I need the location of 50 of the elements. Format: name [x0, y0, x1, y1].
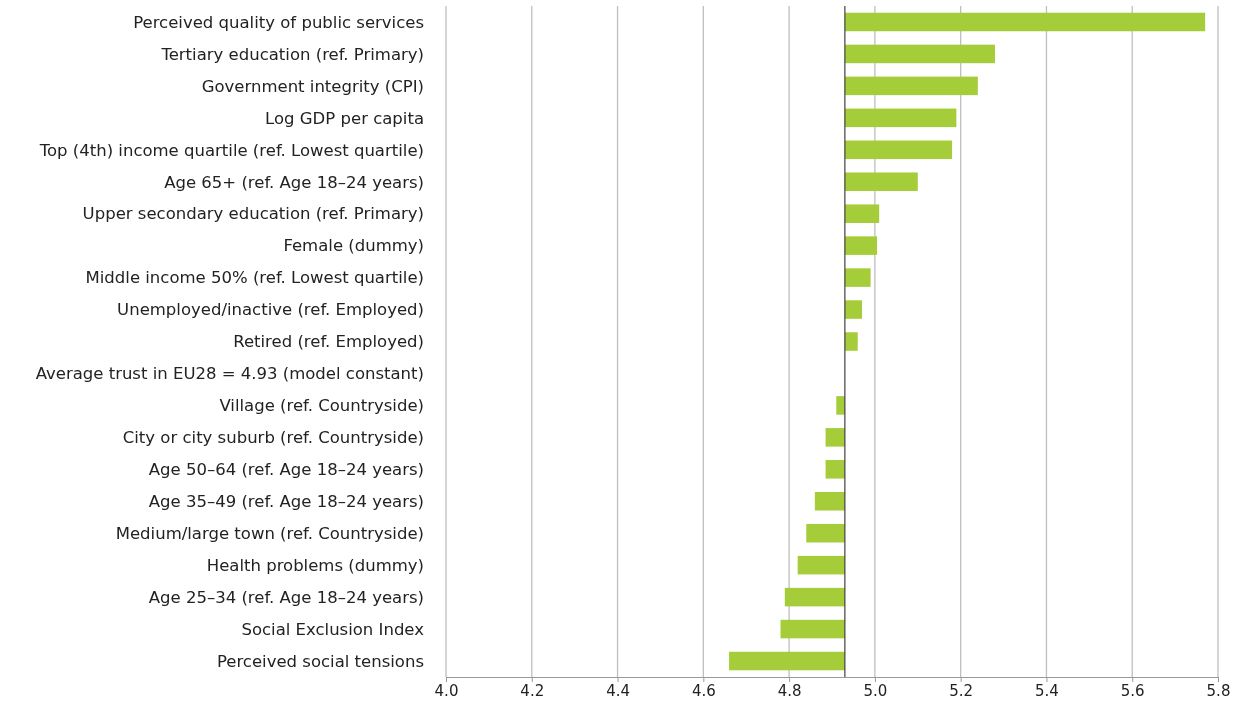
bar [844, 236, 878, 255]
y-tick-label: Age 50–64 (ref. Age 18–24 years) [148, 460, 424, 480]
y-tick-label: Top (4th) income quartile (ref. Lowest quartile) [38, 140, 424, 160]
y-tick-label: Middle income 50% (ref. Lowest quartile) [85, 268, 424, 288]
y-tick-label: Government integrity (CPI) [201, 76, 424, 96]
y-tick-label: Medium/large town (ref. Countryside) [115, 523, 424, 543]
y-tick-label: Health problems (dummy) [206, 555, 424, 575]
bar [844, 172, 918, 191]
bar [844, 300, 863, 319]
bar [844, 268, 871, 287]
y-tick-label: City or city suburb (ref. Countryside) [122, 428, 424, 448]
y-tick-label: Female (dummy) [283, 236, 424, 256]
y-tick-label: Perceived quality of public services [133, 12, 424, 32]
bar [844, 44, 995, 64]
y-tick-label: Village (ref. Countryside) [219, 396, 424, 416]
x-tick-label: 4.8 [777, 681, 802, 700]
x-tick-label: 4.0 [434, 681, 459, 700]
x-tick-label: 4.4 [606, 681, 630, 700]
x-tick-label: 4.6 [691, 681, 716, 700]
y-tick-label: Average trust in EU28 = 4.93 (model constant) [35, 364, 424, 384]
bar [844, 204, 880, 223]
y-tick-label: Log GDP per capita [265, 108, 424, 128]
y-tick-label: Tertiary education (ref. Primary) [160, 44, 424, 64]
y-tick-label: Upper secondary education (ref. Primary) [82, 204, 424, 224]
x-tick-label: 5.4 [1035, 681, 1059, 700]
bar [844, 76, 978, 96]
x-tick-label: 5.8 [1206, 681, 1231, 700]
bar [784, 587, 845, 607]
bar [825, 428, 845, 447]
y-tick-label: Unemployed/inactive (ref. Employed) [117, 300, 424, 320]
bar [806, 523, 845, 543]
x-tick-label: 5.0 [863, 681, 888, 700]
x-tick-label: 5.2 [949, 681, 974, 700]
bar [844, 12, 1206, 32]
bar [780, 619, 845, 639]
bar [814, 492, 845, 511]
bar [844, 140, 953, 160]
bar [729, 651, 845, 671]
bar [825, 460, 845, 479]
x-tick-label: 5.6 [1120, 681, 1145, 700]
y-tick-label: Age 35–49 (ref. Age 18–24 years) [148, 492, 424, 512]
x-tick-label: 4.2 [520, 681, 545, 700]
y-tick-label: Perceived social tensions [216, 651, 424, 671]
y-tick-label: Age 65+ (ref. Age 18–24 years) [164, 172, 424, 192]
bar [797, 555, 845, 575]
y-tick-label: Retired (ref. Employed) [233, 332, 424, 352]
y-tick-label: Social Exclusion Index [241, 619, 425, 639]
bar [844, 108, 957, 128]
y-tick-label: Age 25–34 (ref. Age 18–24 years) [148, 587, 424, 607]
bar [844, 332, 858, 351]
